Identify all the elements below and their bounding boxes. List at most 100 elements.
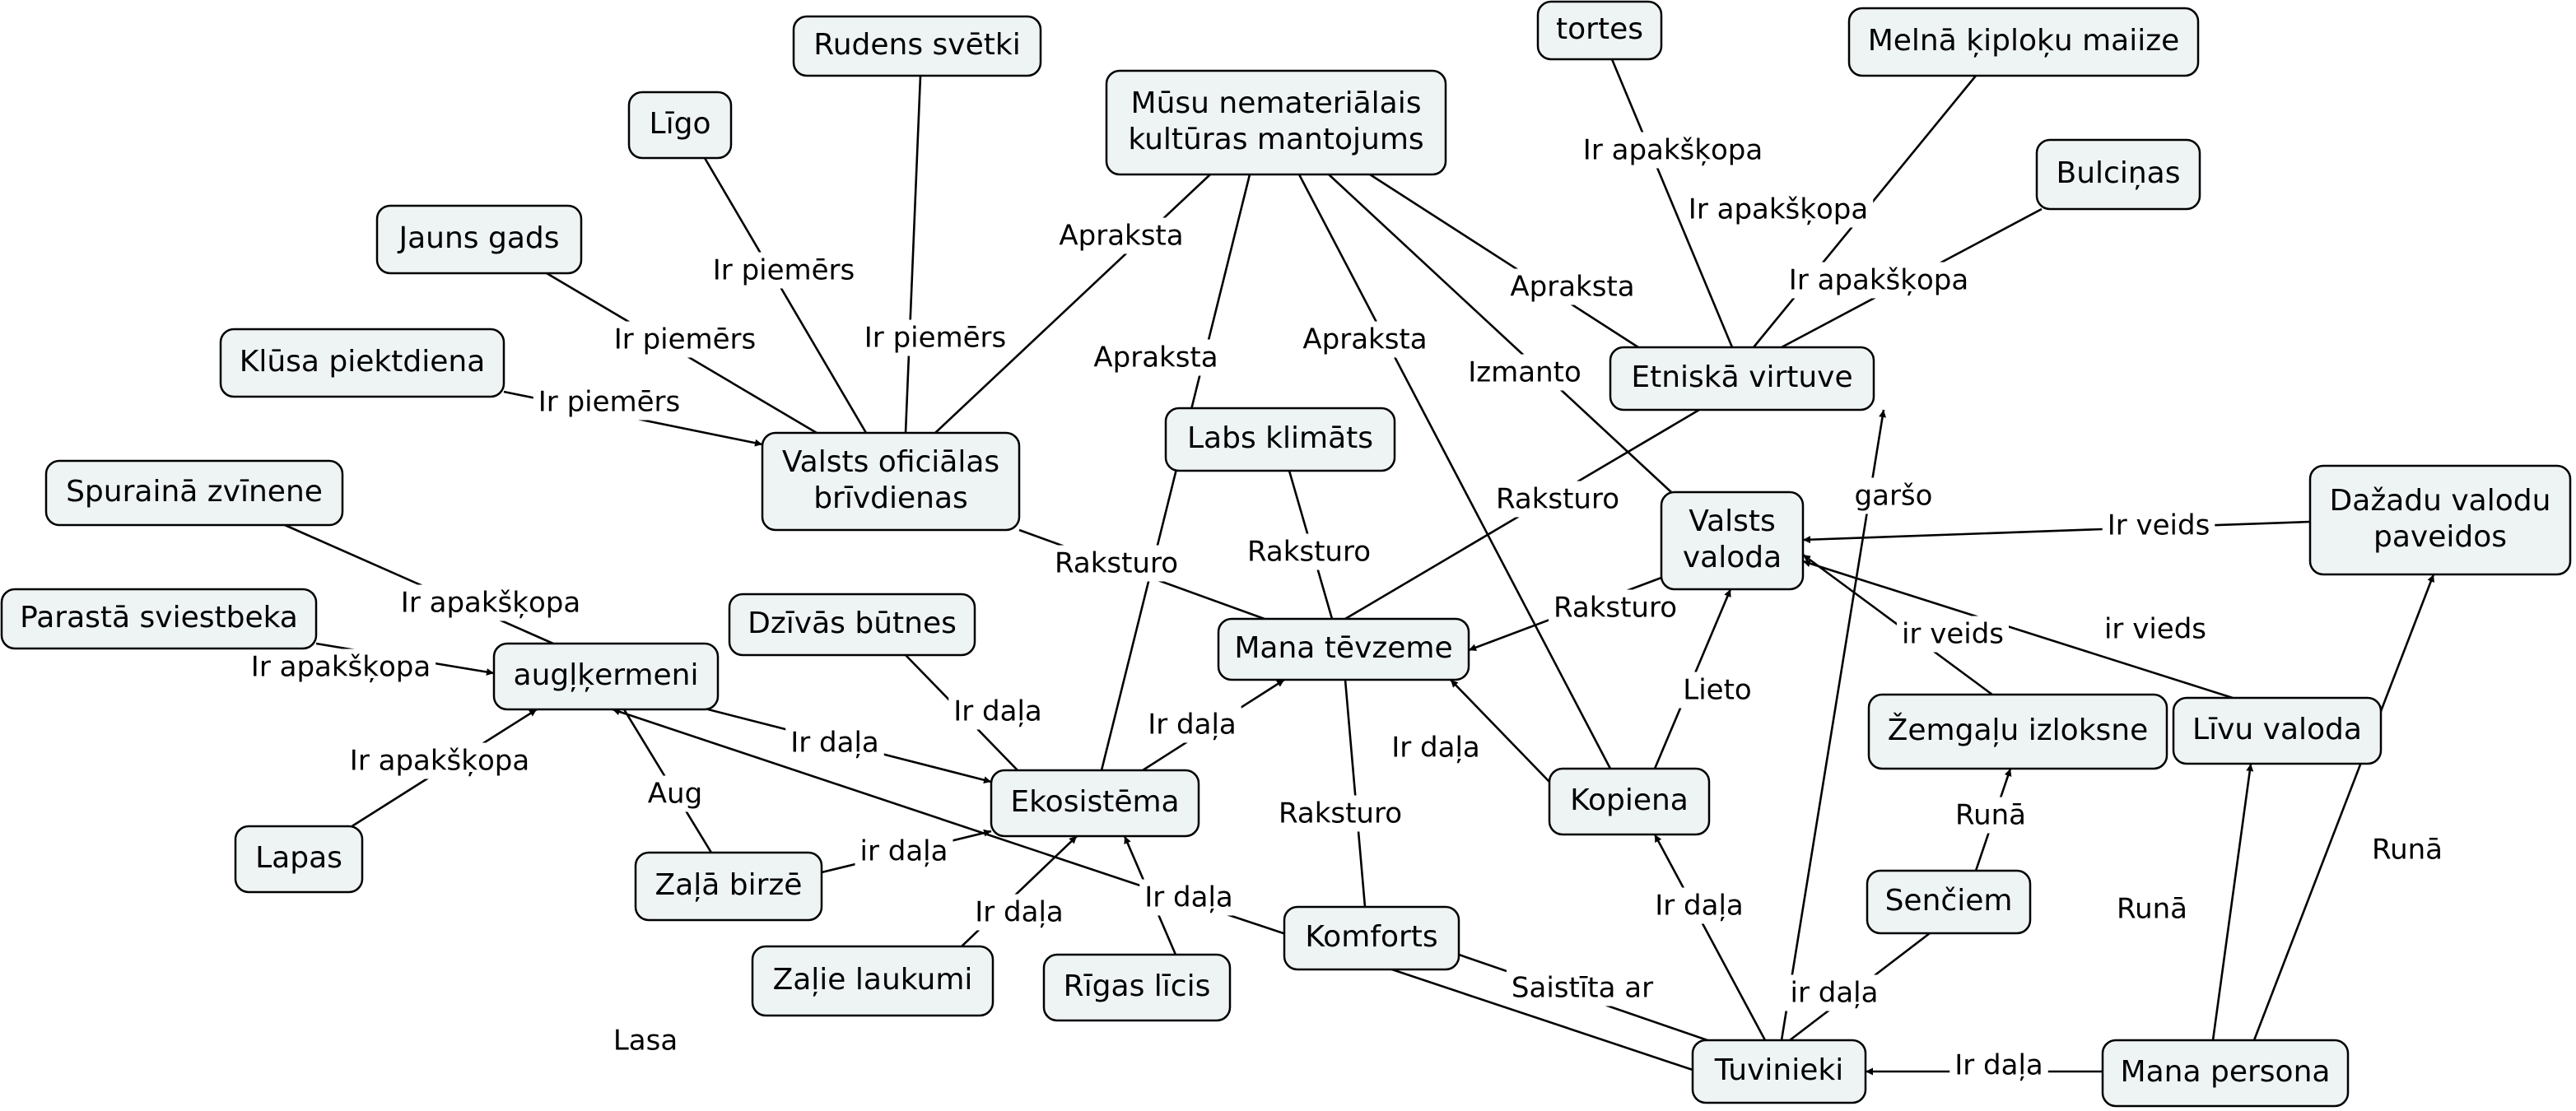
edge-label-group: Ir apakšķopa [1783, 262, 1974, 299]
node-melna[interactable]: Melnā ķiploķu maiize [1847, 7, 2200, 77]
edge-rudens-to-valsts_brivd [904, 75, 922, 434]
edge-label-group: Ir piemērs [608, 321, 762, 358]
edge-label-group: Ir apakšķopa [245, 648, 436, 686]
node-mana-tevzeme[interactable]: Mana tēvzeme [1217, 617, 1470, 681]
node-box [1867, 693, 2168, 770]
edge-label-background [948, 693, 1047, 730]
node-labs-klimats[interactable]: Labs klimāts [1164, 407, 1396, 472]
edge-musu-to-valsts_brivd [934, 174, 1211, 434]
node-spuraina[interactable]: Spurainā zvīnene [44, 459, 344, 527]
node-mana-persona[interactable]: Mana persona [2101, 1039, 2350, 1108]
edge-label: Raksturo [1554, 592, 1677, 625]
edge-label-background [1506, 969, 1659, 1006]
edge-label-group: ir daļa [855, 833, 953, 870]
node-box [219, 328, 505, 398]
node-ekosistema[interactable]: Ekosistēma [990, 769, 1200, 838]
edge-label: Ir apakšķopa [1789, 264, 1968, 297]
edge-label-background [1785, 974, 1884, 1011]
node-zala-birze[interactable]: Zaļā birzē [634, 851, 823, 922]
edge-label-group: garšo [1849, 477, 1938, 514]
edge-label: Apraksta [1093, 342, 1218, 374]
node-ligo[interactable]: Līgo [627, 91, 733, 160]
node-label: Komforts [1305, 920, 1437, 954]
edge-label-background [855, 833, 953, 870]
node-senciem[interactable]: Senčiem [1866, 869, 2032, 935]
node-label: Mūsu nemateriālais [1131, 86, 1422, 120]
node-bulcinas[interactable]: Bulciņas [2035, 138, 2201, 211]
edge-label-background [533, 384, 686, 421]
node-box [2308, 464, 2572, 576]
edge-label-background [344, 742, 535, 779]
node-box [1548, 767, 1711, 836]
node-label: Zaļie laukumi [773, 963, 973, 997]
edge-label-group: Ir piemērs [707, 252, 860, 289]
node-tortes[interactable]: tortes [1536, 0, 1663, 61]
edge-label: Ir daļa [1655, 890, 1744, 923]
node-etniska[interactable]: Etniskā virtuve [1609, 346, 1875, 411]
node-box [627, 91, 733, 160]
edge-label: Apraksta [1302, 323, 1427, 356]
node-livu[interactable]: Līvu valoda [2172, 696, 2383, 765]
node-label: Jauns gads [397, 221, 559, 255]
node-klusa[interactable]: Klūsa piektdiena [219, 328, 505, 398]
edge-label-background [1683, 191, 1874, 228]
edge-label-group: Raksturo [1490, 481, 1625, 518]
node-zemgalu[interactable]: Žemgaļu izloksne [1867, 693, 2168, 770]
node-zalie-laukumi[interactable]: Zaļie laukumi [751, 945, 995, 1017]
node-dzivas[interactable]: Dzīvās būtnes [728, 593, 976, 657]
edge-label: ir veids [1902, 618, 2004, 651]
node-box [2101, 1039, 2350, 1108]
node-label: Valsts [1689, 504, 1776, 538]
node-jauns-gads[interactable]: Jauns gads [375, 204, 583, 275]
edge-label: Ir apakšķopa [350, 745, 529, 778]
edge-dazadu-to-valsts_valoda [1802, 520, 2311, 544]
node-box [234, 825, 364, 894]
edge-label-background [1896, 616, 2010, 653]
edge-label-background [1297, 321, 1432, 358]
edge-label: Raksturo [1496, 483, 1619, 516]
edge-tuvinieki-to-etniska [1780, 409, 1887, 1041]
node-rigas-licis[interactable]: Rīgas līcis [1042, 953, 1232, 1022]
edge-label-group: Ir daļa [1143, 706, 1241, 743]
node-rudens[interactable]: Rudens svētki [792, 15, 1042, 77]
node-komforts[interactable]: Komforts [1283, 905, 1460, 971]
node-tuvinieki[interactable]: Tuvinieki [1691, 1039, 1867, 1104]
edge-label: Ir daļa [1954, 1049, 2043, 1082]
node-auglkermeni[interactable]: augļķermeni [492, 642, 720, 711]
edge-label-group: Runā [2366, 831, 2448, 868]
edge-label-group: Izmanto [1463, 354, 1586, 391]
node-box [1283, 905, 1460, 971]
node-box [1042, 953, 1232, 1022]
node-box [1536, 0, 1663, 61]
node-parasta[interactable]: Parastā sviestbeka [0, 588, 318, 650]
node-label: Zaļā birzē [655, 868, 803, 902]
edge-livu-to-valsts_valoda [1802, 560, 2234, 700]
edge-label: Lasa [613, 1025, 678, 1058]
edge-label-background [1088, 339, 1223, 376]
node-label: Līvu valoda [2192, 713, 2362, 746]
edge-label: Ir daļa [790, 727, 879, 760]
node-lapas[interactable]: Lapas [234, 825, 364, 894]
node-kopiena[interactable]: Kopiena [1548, 767, 1711, 836]
edge-label-background [2102, 507, 2215, 544]
edge-label-group: Ir daļa [1386, 729, 1485, 766]
edge-label-background [1143, 706, 1241, 743]
edge-label: Ir apakšķopa [1583, 134, 1763, 167]
edge-musu-to-valsts_valoda [1328, 174, 1672, 493]
node-label: Mana persona [2121, 1055, 2331, 1089]
edge-label: ir daļa [860, 835, 948, 868]
edge-label-background [1949, 797, 2032, 834]
edge-label-background [1386, 729, 1485, 766]
edge-ligo-to-valsts_brivd [703, 157, 868, 434]
edge-label-background [1139, 879, 1238, 916]
edge-mana_persona-to-livu [2211, 763, 2254, 1041]
edge-label: Ir piemērs [538, 386, 681, 419]
edge-label-group: ir daļa [1785, 974, 1884, 1011]
edge-label-group: Raksturo [1273, 795, 1408, 832]
edge-label-background [1049, 545, 1184, 582]
